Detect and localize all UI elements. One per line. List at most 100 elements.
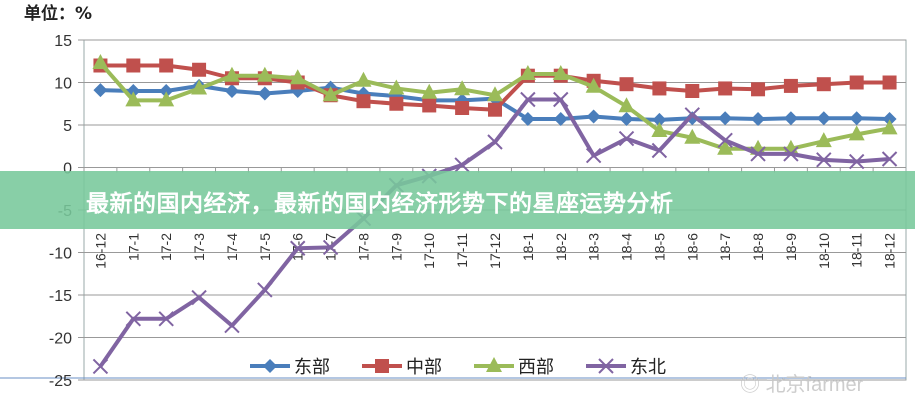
data-point-4 bbox=[618, 130, 635, 147]
data-point-4 bbox=[224, 317, 240, 334]
data-point-3 bbox=[289, 69, 306, 85]
data-point-3 bbox=[355, 71, 372, 87]
data-point-3 bbox=[487, 86, 503, 102]
data-point-3 bbox=[618, 97, 635, 113]
data-point-2 bbox=[192, 62, 207, 77]
data-point-1 bbox=[586, 109, 601, 124]
legend-marker-2 bbox=[375, 359, 389, 373]
data-point-3 bbox=[92, 53, 109, 69]
unit-label: 单位：% bbox=[24, 4, 93, 24]
y-tick-label: -15 bbox=[49, 288, 72, 305]
data-point-3 bbox=[158, 91, 175, 107]
data-point-4 bbox=[257, 282, 273, 298]
watermark-text: 北京farmer bbox=[765, 374, 864, 396]
data-point-1 bbox=[685, 111, 700, 126]
x-tick-label: 18-2 bbox=[553, 233, 569, 261]
data-point-4 bbox=[92, 358, 109, 375]
data-point-1 bbox=[849, 111, 864, 126]
data-point-4 bbox=[881, 151, 898, 167]
x-tick-label: 17-8 bbox=[355, 233, 371, 261]
x-tick-label: 17-9 bbox=[388, 233, 404, 261]
y-tick-label: 0 bbox=[63, 161, 72, 178]
data-point-4 bbox=[553, 91, 569, 108]
data-point-4 bbox=[520, 91, 536, 108]
data-point-3 bbox=[125, 91, 142, 107]
title-banner bbox=[0, 171, 915, 229]
x-tick-label: 18-12 bbox=[882, 233, 898, 269]
data-point-3 bbox=[519, 65, 536, 80]
x-tick-label: 17-2 bbox=[158, 233, 174, 261]
x-tick-label: 18-4 bbox=[619, 233, 635, 261]
data-point-2 bbox=[619, 77, 634, 92]
data-point-1 bbox=[257, 86, 272, 101]
data-point-3 bbox=[717, 139, 734, 155]
data-point-2 bbox=[356, 94, 371, 109]
data-point-4 bbox=[783, 146, 799, 162]
x-tick-label: 16-12 bbox=[92, 233, 108, 269]
x-tick-label: 18-8 bbox=[750, 233, 766, 261]
data-point-3 bbox=[684, 128, 701, 144]
data-point-3 bbox=[848, 125, 865, 141]
data-point-2 bbox=[685, 84, 700, 98]
x-tick-label: 18-3 bbox=[586, 233, 602, 261]
data-point-3 bbox=[815, 132, 832, 148]
data-point-1 bbox=[783, 111, 798, 126]
data-point-4 bbox=[158, 311, 174, 327]
data-point-2 bbox=[126, 58, 141, 73]
data-point-3 bbox=[421, 83, 438, 99]
data-point-4 bbox=[717, 132, 733, 149]
y-tick-label: -20 bbox=[49, 331, 72, 348]
data-point-3 bbox=[191, 79, 208, 95]
data-point-1 bbox=[159, 84, 174, 98]
data-point-2 bbox=[718, 81, 733, 96]
y-tick-label: 10 bbox=[54, 76, 72, 93]
data-point-2 bbox=[422, 98, 437, 113]
data-point-2 bbox=[849, 75, 864, 90]
watermark: ◎ 北京farmer bbox=[740, 368, 863, 397]
x-tick-label: 17-3 bbox=[191, 233, 207, 261]
data-point-3 bbox=[454, 80, 471, 96]
data-point-1 bbox=[619, 112, 634, 127]
data-point-3 bbox=[388, 79, 405, 95]
data-point-4 bbox=[651, 142, 668, 159]
data-point-4 bbox=[816, 152, 832, 168]
data-point-1 bbox=[553, 112, 568, 127]
data-point-1 bbox=[816, 111, 831, 126]
data-point-1 bbox=[652, 112, 667, 127]
data-point-3 bbox=[322, 86, 339, 102]
data-point-4 bbox=[454, 157, 470, 173]
data-point-2 bbox=[751, 82, 766, 97]
legend-label: 东北 bbox=[630, 357, 666, 378]
x-tick-label: 17-10 bbox=[421, 233, 437, 269]
legend-label: 东部 bbox=[294, 357, 330, 378]
data-point-3 bbox=[223, 66, 240, 82]
data-point-3 bbox=[552, 65, 569, 80]
x-tick-label: 17-5 bbox=[257, 233, 273, 261]
data-point-2 bbox=[389, 96, 404, 111]
x-tick-label: 18-1 bbox=[520, 233, 536, 261]
x-tick-label: 17-11 bbox=[454, 233, 470, 268]
banner-title: 最新的国内经济，最新的国内经济形势下的星座运势分析 bbox=[86, 191, 674, 217]
data-point-1 bbox=[520, 112, 535, 127]
x-tick-label: 18-11 bbox=[849, 233, 865, 268]
y-tick-label: -10 bbox=[49, 246, 72, 263]
x-tick-label: 18-10 bbox=[816, 233, 832, 269]
data-point-3 bbox=[585, 77, 602, 93]
data-point-1 bbox=[224, 84, 239, 98]
legend-marker-3 bbox=[486, 357, 502, 372]
data-point-3 bbox=[881, 119, 898, 135]
x-tick-label: 17-12 bbox=[487, 233, 503, 269]
data-point-2 bbox=[455, 101, 470, 115]
data-point-1 bbox=[882, 112, 897, 127]
legend-marker-4 bbox=[598, 358, 614, 374]
data-point-2 bbox=[882, 75, 897, 90]
data-point-2 bbox=[488, 102, 502, 117]
data-point-1 bbox=[751, 112, 766, 127]
data-point-4 bbox=[487, 134, 503, 150]
data-point-2 bbox=[816, 77, 831, 92]
data-point-2 bbox=[783, 78, 798, 93]
x-tick-label: 18-5 bbox=[651, 233, 667, 261]
data-point-1 bbox=[718, 111, 733, 126]
x-tick-label: 17-4 bbox=[224, 233, 240, 261]
legend-marker-1 bbox=[263, 359, 277, 373]
